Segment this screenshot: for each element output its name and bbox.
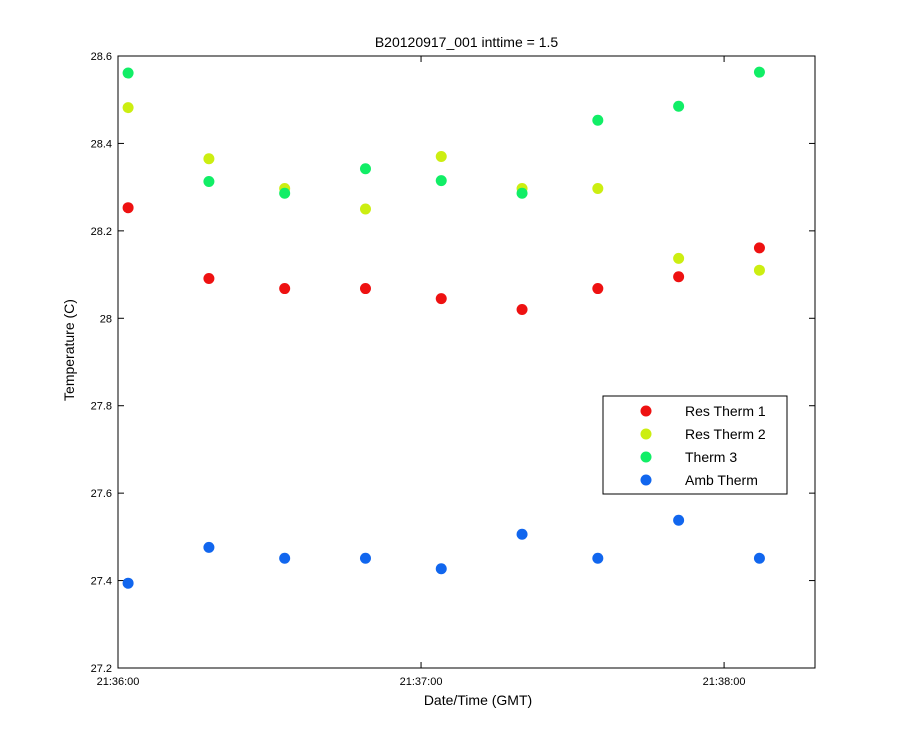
data-point bbox=[122, 577, 134, 589]
data-point bbox=[435, 175, 447, 187]
legend-label: Therm 3 bbox=[685, 449, 737, 465]
data-point bbox=[279, 187, 291, 199]
y-tick-label: 28.4 bbox=[91, 138, 112, 150]
legend-marker bbox=[640, 474, 652, 486]
data-point bbox=[753, 66, 765, 78]
data-point bbox=[753, 552, 765, 564]
data-point bbox=[435, 293, 447, 305]
x-tick-label: 21:37:00 bbox=[400, 676, 443, 688]
x-axis-label: Date/Time (GMT) bbox=[424, 692, 532, 708]
data-point bbox=[122, 202, 134, 214]
y-tick-label: 28 bbox=[100, 313, 112, 325]
data-point bbox=[359, 203, 371, 215]
legend-box bbox=[602, 395, 788, 495]
legend-marker bbox=[640, 451, 652, 463]
y-tick-label: 28.2 bbox=[91, 226, 112, 238]
data-point bbox=[592, 182, 604, 194]
data-point bbox=[753, 242, 765, 254]
data-point bbox=[279, 283, 291, 295]
data-point bbox=[359, 163, 371, 175]
series-amb-therm bbox=[122, 514, 765, 589]
data-point bbox=[203, 541, 215, 553]
chart-title: B20120917_001 inttime = 1.5 bbox=[375, 34, 559, 50]
data-point bbox=[122, 102, 134, 114]
data-point bbox=[203, 153, 215, 165]
legend: Res Therm 1 Res Therm 2 Therm 3 Amb Therm bbox=[602, 395, 788, 495]
data-point bbox=[673, 100, 685, 112]
data-point bbox=[516, 187, 528, 199]
data-point bbox=[359, 283, 371, 295]
data-point bbox=[592, 552, 604, 564]
legend-label: Res Therm 1 bbox=[685, 403, 766, 419]
legend-marker bbox=[640, 428, 652, 440]
data-point bbox=[435, 563, 447, 575]
series-res-therm-1 bbox=[122, 202, 765, 316]
data-point bbox=[122, 67, 134, 79]
data-point bbox=[673, 271, 685, 283]
x-tick-label: 21:38:00 bbox=[703, 676, 746, 688]
legend-label: Amb Therm bbox=[685, 472, 758, 488]
legend-marker bbox=[640, 405, 652, 417]
data-point bbox=[673, 252, 685, 264]
data-point bbox=[435, 151, 447, 163]
y-tick-label: 27.4 bbox=[91, 576, 112, 588]
x-tick-label: 21:36:00 bbox=[97, 676, 140, 688]
y-tick-label: 27.6 bbox=[91, 488, 112, 500]
data-point bbox=[203, 175, 215, 187]
axis-ticks bbox=[117, 55, 815, 669]
data-point bbox=[359, 552, 371, 564]
data-point bbox=[592, 114, 604, 126]
data-point bbox=[279, 552, 291, 564]
y-tick-label: 27.8 bbox=[91, 401, 112, 413]
data-point bbox=[753, 264, 765, 276]
y-tick-label: 28.6 bbox=[91, 51, 112, 63]
data-point bbox=[592, 283, 604, 295]
data-point bbox=[516, 304, 528, 316]
plot-area bbox=[117, 55, 816, 669]
data-point bbox=[673, 514, 685, 526]
data-point bbox=[516, 528, 528, 540]
data-point bbox=[203, 273, 215, 285]
series-therm-3 bbox=[122, 66, 765, 199]
y-tick-label: 27.2 bbox=[91, 663, 112, 675]
axis-tick-labels: 27.2 27.4 27.6 27.8 28 28.2 28.4 28.6 21:36:00 21… bbox=[91, 51, 746, 688]
legend-label: Res Therm 2 bbox=[685, 426, 766, 442]
data-points bbox=[122, 66, 765, 589]
y-axis-label: Temperature (C) bbox=[61, 299, 77, 401]
